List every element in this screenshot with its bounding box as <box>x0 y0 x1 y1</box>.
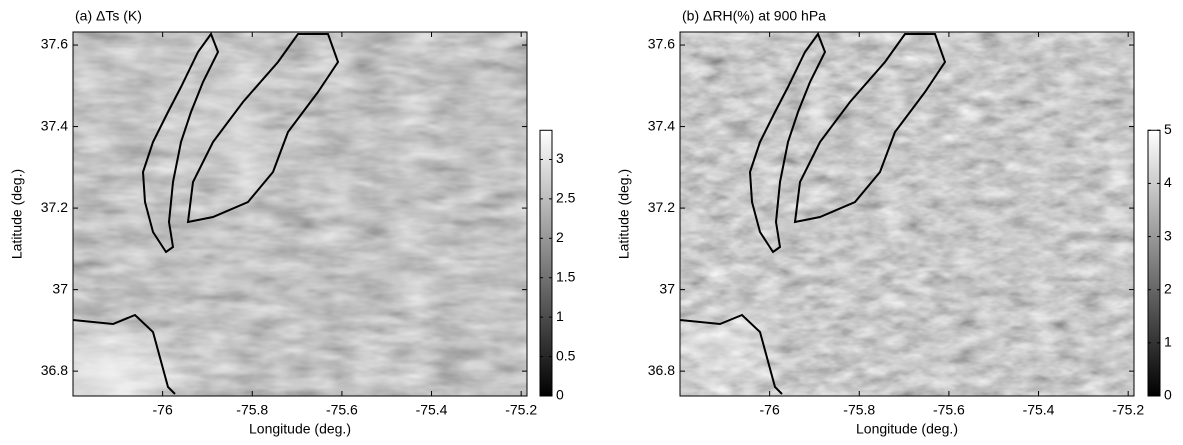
y-tick-label: 37.2 <box>648 199 675 215</box>
colorbar-tick-label: 0.5 <box>556 347 576 363</box>
panel <box>640 32 1134 412</box>
y-tick-label: 37 <box>659 280 675 296</box>
x-tick-label: -76 <box>760 402 780 418</box>
x-axis-label: Longitude (deg.) <box>249 421 351 437</box>
x-tick-label: -75.8 <box>236 402 268 418</box>
colorbar-tick-label: 1 <box>556 308 564 324</box>
y-tick-label: 37.4 <box>648 117 675 133</box>
y-tick-label: 36.8 <box>41 362 68 378</box>
y-tick-label: 37.6 <box>41 36 68 52</box>
panel <box>23 32 527 432</box>
field-highlight <box>640 292 800 412</box>
y-axis-label: Latitude (deg.) <box>9 169 25 259</box>
colorbar-tick-label: 2.5 <box>556 190 576 206</box>
colorbar-tick-label: 1.5 <box>556 268 576 284</box>
colorbar-tick-label: 2 <box>556 229 564 245</box>
y-tick-label: 37.2 <box>41 199 68 215</box>
y-tick-label: 37 <box>52 280 68 296</box>
colorbar <box>539 129 553 397</box>
plot-frame <box>679 31 1135 397</box>
x-tick-label: -75.2 <box>1112 402 1144 418</box>
x-axis-label: Longitude (deg.) <box>856 421 958 437</box>
x-tick-label: -76 <box>153 402 173 418</box>
colorbar-tick-label: 5 <box>1164 121 1172 137</box>
plot-frame <box>72 31 528 397</box>
y-axis-label: Latitude (deg.) <box>616 169 632 259</box>
colorbar <box>1147 129 1161 397</box>
colorbar-tick-label: 4 <box>1164 174 1172 190</box>
colorbar-tick-label: 0 <box>556 387 564 403</box>
field-highlight <box>23 312 203 432</box>
colorbar-tick-label: 3 <box>1164 227 1172 243</box>
x-tick-label: -75.6 <box>326 402 358 418</box>
colorbar-tick-label: 2 <box>1164 280 1172 296</box>
y-tick-label: 37.4 <box>41 117 68 133</box>
colorbar-tick-label: 3 <box>556 150 564 166</box>
x-tick-label: -75.4 <box>416 402 448 418</box>
colorbar-tick-label: 0 <box>1164 387 1172 403</box>
panel-title: (b) ΔRH(%) at 900 hPa <box>682 8 826 24</box>
panel-title: (a) ΔTs (K) <box>75 8 142 24</box>
field-highlight <box>163 32 283 212</box>
x-tick-label: -75.8 <box>843 402 875 418</box>
x-tick-label: -75.4 <box>1023 402 1055 418</box>
x-tick-label: -75.2 <box>505 402 537 418</box>
colorbar-tick-label: 1 <box>1164 334 1172 350</box>
y-tick-label: 36.8 <box>648 362 675 378</box>
x-tick-label: -75.6 <box>933 402 965 418</box>
y-tick-label: 37.6 <box>648 36 675 52</box>
